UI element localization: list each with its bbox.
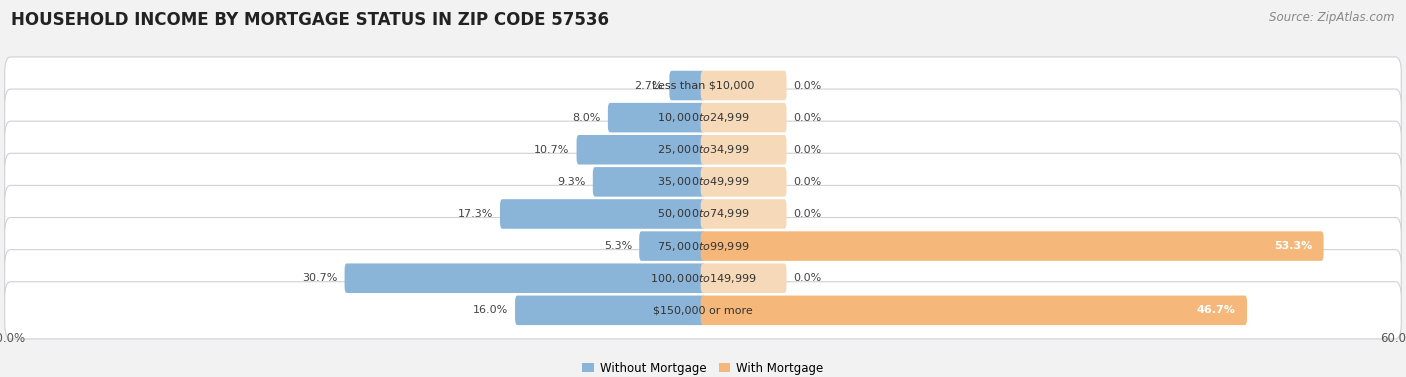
FancyBboxPatch shape [640,231,706,261]
Text: 0.0%: 0.0% [793,177,821,187]
Text: $150,000 or more: $150,000 or more [654,305,752,315]
FancyBboxPatch shape [700,135,786,164]
Text: 10.7%: 10.7% [534,145,569,155]
Text: 30.7%: 30.7% [302,273,337,283]
Text: 0.0%: 0.0% [793,209,821,219]
Text: 0.0%: 0.0% [793,113,821,123]
FancyBboxPatch shape [593,167,706,197]
Text: 0.0%: 0.0% [793,145,821,155]
Text: 46.7%: 46.7% [1197,305,1236,315]
FancyBboxPatch shape [4,185,1402,242]
Text: Less than $10,000: Less than $10,000 [652,81,754,90]
Text: 16.0%: 16.0% [472,305,508,315]
FancyBboxPatch shape [4,282,1402,339]
FancyBboxPatch shape [700,199,786,229]
FancyBboxPatch shape [607,103,706,132]
FancyBboxPatch shape [700,103,786,132]
Text: 53.3%: 53.3% [1274,241,1312,251]
Text: $50,000 to $74,999: $50,000 to $74,999 [657,207,749,221]
FancyBboxPatch shape [700,167,786,197]
Text: 2.7%: 2.7% [634,81,662,90]
FancyBboxPatch shape [4,218,1402,275]
Text: $35,000 to $49,999: $35,000 to $49,999 [657,175,749,188]
FancyBboxPatch shape [700,231,1323,261]
Text: $100,000 to $149,999: $100,000 to $149,999 [650,272,756,285]
FancyBboxPatch shape [344,264,706,293]
FancyBboxPatch shape [4,250,1402,307]
Text: $75,000 to $99,999: $75,000 to $99,999 [657,240,749,253]
Text: 5.3%: 5.3% [605,241,633,251]
FancyBboxPatch shape [4,121,1402,178]
FancyBboxPatch shape [700,296,1247,325]
FancyBboxPatch shape [669,71,706,100]
FancyBboxPatch shape [515,296,706,325]
Text: 8.0%: 8.0% [572,113,600,123]
Text: Source: ZipAtlas.com: Source: ZipAtlas.com [1270,11,1395,24]
FancyBboxPatch shape [501,199,706,229]
Text: 9.3%: 9.3% [557,177,586,187]
Legend: Without Mortgage, With Mortgage: Without Mortgage, With Mortgage [578,357,828,377]
FancyBboxPatch shape [576,135,706,164]
Text: 0.0%: 0.0% [793,81,821,90]
Text: HOUSEHOLD INCOME BY MORTGAGE STATUS IN ZIP CODE 57536: HOUSEHOLD INCOME BY MORTGAGE STATUS IN Z… [11,11,609,29]
Text: 17.3%: 17.3% [458,209,494,219]
FancyBboxPatch shape [4,57,1402,114]
Text: $25,000 to $34,999: $25,000 to $34,999 [657,143,749,156]
FancyBboxPatch shape [700,71,786,100]
FancyBboxPatch shape [700,264,786,293]
FancyBboxPatch shape [4,153,1402,210]
Text: 0.0%: 0.0% [793,273,821,283]
FancyBboxPatch shape [4,89,1402,146]
Text: $10,000 to $24,999: $10,000 to $24,999 [657,111,749,124]
